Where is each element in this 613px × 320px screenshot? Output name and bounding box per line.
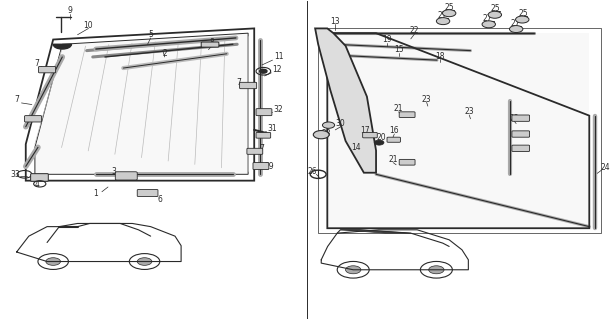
Text: 2: 2	[162, 49, 167, 58]
Polygon shape	[35, 33, 248, 174]
Polygon shape	[327, 33, 589, 228]
Text: 33: 33	[10, 170, 20, 179]
Text: 23: 23	[465, 107, 474, 116]
FancyBboxPatch shape	[256, 109, 272, 116]
Text: 13: 13	[330, 17, 340, 26]
FancyBboxPatch shape	[137, 189, 158, 196]
Circle shape	[46, 258, 61, 265]
Circle shape	[346, 266, 361, 274]
Circle shape	[313, 131, 329, 139]
Circle shape	[482, 21, 495, 28]
Text: 21: 21	[394, 104, 403, 113]
Text: 11: 11	[275, 52, 284, 61]
Text: 27: 27	[437, 11, 447, 20]
Text: 8: 8	[209, 38, 214, 47]
FancyBboxPatch shape	[247, 148, 263, 154]
Text: 1: 1	[93, 189, 98, 198]
FancyBboxPatch shape	[399, 159, 415, 165]
Text: 31: 31	[268, 124, 277, 133]
Text: 16: 16	[389, 126, 399, 135]
Circle shape	[322, 122, 335, 128]
Text: 3: 3	[112, 167, 116, 176]
Text: 7: 7	[260, 144, 265, 153]
Text: 19: 19	[383, 35, 392, 44]
FancyBboxPatch shape	[363, 132, 377, 138]
Text: 7: 7	[237, 78, 242, 87]
Text: 24: 24	[601, 163, 611, 172]
Circle shape	[337, 261, 369, 278]
Text: 23: 23	[422, 95, 432, 104]
Circle shape	[38, 253, 69, 269]
FancyBboxPatch shape	[25, 116, 42, 122]
FancyBboxPatch shape	[253, 163, 269, 170]
Circle shape	[516, 16, 529, 23]
Text: 14: 14	[351, 143, 361, 153]
Text: 28: 28	[321, 129, 331, 138]
FancyBboxPatch shape	[201, 42, 219, 47]
Wedge shape	[53, 44, 72, 49]
Circle shape	[137, 258, 152, 265]
Circle shape	[374, 140, 384, 145]
Text: 22: 22	[409, 27, 419, 36]
FancyBboxPatch shape	[512, 115, 530, 121]
Text: 4: 4	[34, 180, 39, 189]
FancyBboxPatch shape	[31, 174, 48, 181]
Text: 21: 21	[389, 155, 398, 164]
FancyBboxPatch shape	[399, 112, 415, 117]
Text: 30: 30	[336, 119, 346, 128]
Text: 29: 29	[265, 162, 274, 171]
Text: 27: 27	[510, 19, 520, 28]
Text: 17: 17	[360, 126, 370, 135]
Text: 6: 6	[158, 195, 162, 204]
Text: 9: 9	[67, 6, 72, 15]
Circle shape	[129, 253, 160, 269]
Text: 25: 25	[444, 3, 454, 12]
Circle shape	[421, 261, 452, 278]
Text: 12: 12	[273, 65, 282, 74]
Text: 32: 32	[274, 105, 283, 114]
Circle shape	[443, 10, 456, 17]
FancyBboxPatch shape	[240, 82, 257, 89]
Circle shape	[428, 266, 444, 274]
Text: 20: 20	[376, 133, 386, 142]
Text: 7: 7	[14, 95, 19, 104]
Text: 26: 26	[308, 167, 318, 176]
Text: 18: 18	[435, 52, 445, 60]
Circle shape	[436, 18, 450, 25]
Circle shape	[488, 11, 501, 18]
Text: 15: 15	[394, 45, 403, 54]
Text: 10: 10	[84, 21, 93, 30]
Text: 25: 25	[519, 9, 528, 18]
Text: 7: 7	[34, 59, 39, 68]
Text: 25: 25	[490, 4, 500, 13]
Polygon shape	[315, 28, 376, 173]
FancyBboxPatch shape	[512, 145, 530, 151]
Wedge shape	[260, 69, 267, 73]
FancyBboxPatch shape	[387, 137, 400, 142]
Text: 23: 23	[509, 114, 519, 123]
Polygon shape	[340, 230, 411, 233]
FancyBboxPatch shape	[115, 172, 137, 180]
Circle shape	[509, 26, 523, 33]
FancyBboxPatch shape	[512, 131, 530, 137]
Text: 27: 27	[482, 14, 492, 23]
Text: 5: 5	[148, 30, 153, 39]
FancyBboxPatch shape	[256, 132, 271, 138]
FancyBboxPatch shape	[39, 67, 56, 73]
